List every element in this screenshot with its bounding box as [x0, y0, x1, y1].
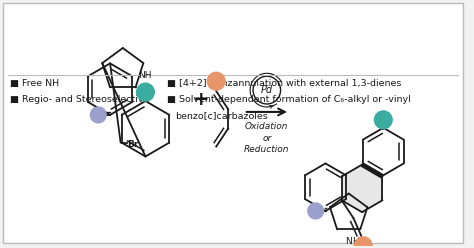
Polygon shape: [342, 165, 383, 212]
Circle shape: [374, 111, 392, 129]
Circle shape: [355, 237, 372, 248]
Text: N: N: [346, 237, 352, 246]
Text: ■ [4+2] benzannulation with external 1,3-dienes: ■ [4+2] benzannulation with external 1,3…: [167, 79, 401, 88]
Circle shape: [137, 83, 155, 101]
Text: Pd: Pd: [261, 85, 273, 95]
Text: H: H: [352, 237, 359, 246]
Circle shape: [308, 203, 324, 219]
Text: +: +: [193, 90, 210, 109]
Text: Reduction: Reduction: [244, 145, 290, 154]
Text: ■ Free NH: ■ Free NH: [10, 79, 59, 88]
FancyBboxPatch shape: [3, 3, 463, 243]
Text: NH: NH: [138, 71, 152, 80]
Text: Br: Br: [128, 140, 139, 149]
Circle shape: [207, 72, 225, 90]
Text: benzo[c]carbazoles: benzo[c]carbazoles: [175, 111, 268, 120]
Text: ■ Regio- and Stereoselective: ■ Regio- and Stereoselective: [10, 95, 149, 104]
Text: or: or: [262, 134, 272, 143]
Text: ■ Solvent-dependent formation of C₆-alkyl or -vinyl: ■ Solvent-dependent formation of C₆-alky…: [167, 95, 411, 104]
Text: Oxidation: Oxidation: [245, 122, 289, 131]
Circle shape: [91, 107, 106, 123]
